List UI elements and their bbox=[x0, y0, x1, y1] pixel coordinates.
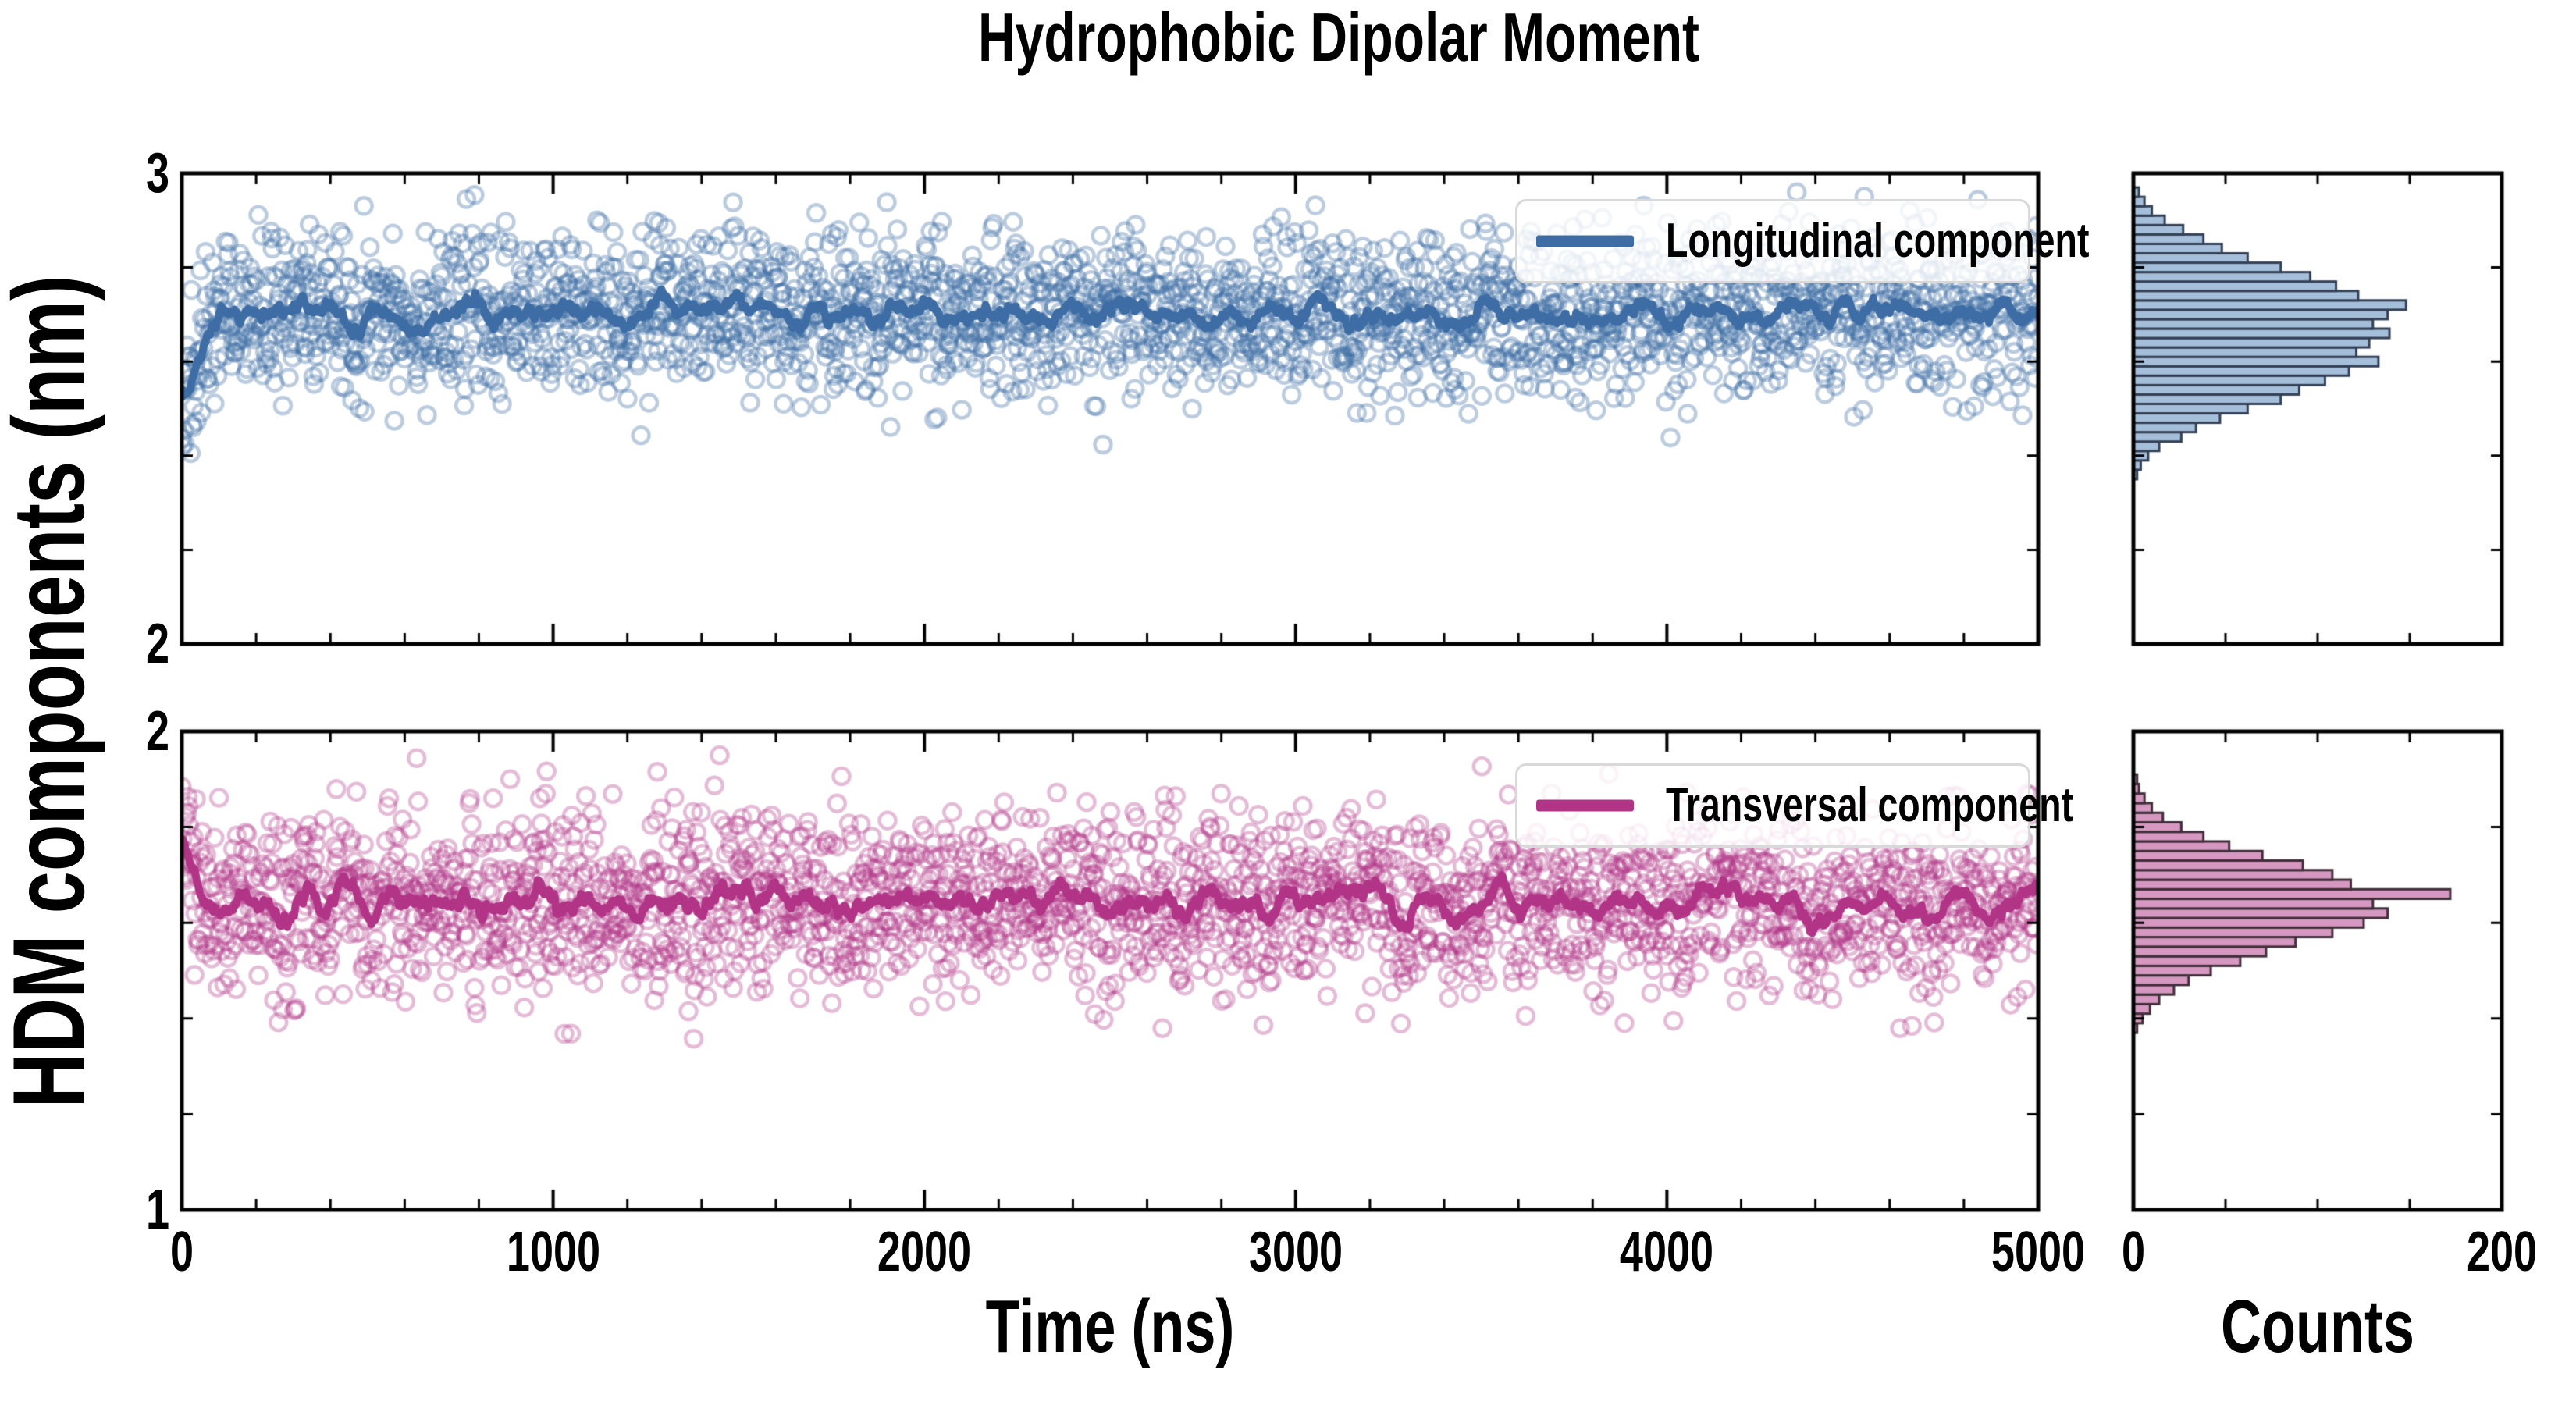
x-axis-label-time: Time (ns) bbox=[985, 1285, 1235, 1368]
x-tick-label: 5000 bbox=[1991, 1221, 2086, 1283]
legend-label-transversal: Transversal component bbox=[1666, 778, 2074, 832]
legend-longitudinal: Longitudinal component bbox=[1515, 199, 2089, 283]
x-tick-label: 4000 bbox=[1620, 1221, 1714, 1283]
chart-title: Hydrophobic Dipolar Moment bbox=[978, 0, 1699, 76]
x-tick-label: 0 bbox=[2121, 1221, 2146, 1283]
x-tick-label: 2000 bbox=[877, 1221, 972, 1283]
legend-transversal: Transversal component bbox=[1515, 763, 2073, 848]
legend-swatch-longitudinal bbox=[1536, 235, 1634, 247]
y-tick-label: 2 bbox=[145, 700, 169, 763]
x-axis-label-counts: Counts bbox=[2221, 1285, 2414, 1368]
x-tick-label: 1000 bbox=[506, 1221, 600, 1283]
y-tick-label: 1 bbox=[145, 1179, 169, 1241]
legend-swatch-transversal bbox=[1536, 799, 1634, 812]
x-tick-label: 0 bbox=[169, 1221, 194, 1283]
x-tick-label: 200 bbox=[2466, 1221, 2538, 1283]
y-tick-label: 3 bbox=[145, 142, 169, 205]
x-tick-label: 3000 bbox=[1248, 1221, 1343, 1283]
y-tick-label: 2 bbox=[145, 613, 169, 675]
y-axis-label: HDM components (nm) bbox=[0, 275, 105, 1108]
legend-label-longitudinal: Longitudinal component bbox=[1666, 214, 2090, 268]
